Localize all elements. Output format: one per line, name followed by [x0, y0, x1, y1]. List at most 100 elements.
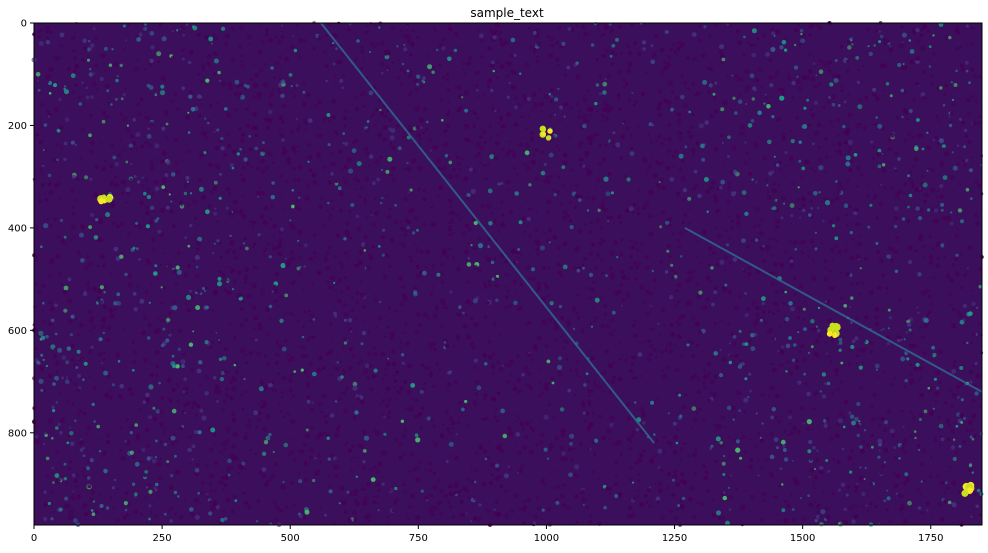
heatmap-speckle	[824, 300, 828, 303]
heatmap-speckle	[350, 308, 355, 313]
heatmap-speckle	[306, 399, 311, 404]
heatmap-speckle	[540, 518, 543, 521]
heatmap-speckle	[928, 294, 932, 299]
heatmap-speckle	[408, 255, 413, 259]
heatmap-speckle	[34, 259, 38, 263]
heatmap-speckle	[266, 361, 269, 364]
heatmap-speckle	[506, 290, 510, 294]
heatmap-speckle	[135, 132, 141, 137]
heatmap-speckle	[698, 407, 702, 412]
heatmap-speckle	[656, 105, 662, 111]
heatmap-speckle	[270, 474, 275, 479]
heatmap-speckle	[510, 509, 515, 514]
heatmap-speckle	[129, 391, 135, 397]
heatmap-speckle	[634, 277, 638, 281]
heatmap-speckle	[662, 435, 666, 439]
heatmap-speckle	[724, 229, 728, 232]
heatmap-speckle	[757, 67, 763, 73]
heatmap-speckle	[114, 97, 118, 101]
heatmap-speckle	[675, 320, 679, 325]
heatmap-speckle	[541, 320, 547, 325]
heatmap-speckle	[227, 473, 231, 477]
heatmap-speckle	[176, 289, 179, 292]
heatmap-speckle	[500, 213, 505, 217]
heatmap-speckle	[821, 372, 827, 377]
heatmap-speckle	[870, 140, 874, 144]
heatmap-speckle	[334, 432, 340, 438]
heatmap-speckle	[406, 389, 412, 395]
heatmap-speckle	[381, 72, 384, 75]
heatmap-speckle	[140, 144, 145, 149]
heatmap-speckle	[654, 214, 657, 218]
heatmap-speckle	[226, 430, 230, 434]
heatmap-speckle	[264, 117, 269, 122]
heatmap-speckle	[431, 513, 435, 517]
heatmap-speckle	[972, 364, 976, 368]
heatmap-speckle	[609, 422, 614, 427]
heatmap-speckle	[949, 120, 952, 124]
heatmap-speckle	[907, 205, 910, 209]
heatmap-speckle	[46, 217, 50, 221]
heatmap-speckle	[480, 127, 483, 130]
heatmap-speckle	[875, 368, 879, 371]
heatmap-speckle	[555, 500, 560, 505]
heatmap-speckle	[706, 488, 711, 493]
heatmap-speckle	[956, 227, 959, 230]
heatmap-speckle	[165, 338, 170, 343]
heatmap-speckle	[629, 369, 633, 373]
heatmap-speckle	[149, 121, 154, 126]
heatmap-speckle	[504, 40, 509, 46]
heatmap-speckle	[768, 75, 774, 81]
heatmap-speckle	[187, 447, 192, 453]
heatmap-speckle	[701, 157, 706, 162]
heatmap-speckle	[805, 426, 810, 431]
heatmap-speckle	[609, 28, 614, 33]
heatmap-speckle	[38, 199, 43, 204]
heatmap-speckle	[772, 236, 776, 240]
heatmap-speckle	[350, 469, 354, 473]
heatmap-speckle	[810, 77, 816, 83]
heatmap-speckle	[147, 187, 150, 191]
heatmap-speckle	[523, 510, 526, 513]
heatmap-speckle	[439, 489, 444, 494]
heatmap-speckle	[388, 127, 392, 132]
heatmap-speckle	[335, 474, 339, 478]
heatmap-speckle	[382, 113, 388, 119]
heatmap-speckle	[886, 489, 889, 492]
heatmap-speckle	[326, 280, 330, 285]
heatmap-speckle	[824, 506, 830, 511]
heatmap-speckle	[635, 248, 639, 252]
heatmap-speckle	[812, 445, 816, 450]
heatmap-speckle	[91, 324, 96, 330]
heatmap-speckle	[87, 261, 93, 267]
heatmap-speckle	[825, 417, 830, 421]
heatmap-speckle	[666, 244, 671, 249]
heatmap-speckle	[412, 467, 417, 472]
heatmap-speckle	[73, 382, 77, 386]
heatmap-speckle	[302, 103, 306, 108]
heatmap-speckle	[500, 181, 504, 185]
heatmap-speckle	[455, 86, 458, 89]
heatmap-speckle	[510, 69, 515, 74]
heatmap-speckle	[657, 89, 662, 94]
heatmap-speckle	[792, 240, 798, 246]
heatmap-speckle	[117, 360, 121, 363]
heatmap-speckle	[63, 141, 68, 146]
heatmap-speckle	[691, 269, 696, 274]
heatmap-speckle	[703, 385, 707, 390]
heatmap-speckle	[929, 475, 933, 479]
heatmap-speckle	[148, 504, 152, 508]
heatmap-speckle	[94, 164, 100, 170]
heatmap-speckle	[930, 302, 933, 306]
heatmap-speckle	[163, 109, 168, 114]
heatmap-speckle	[875, 242, 879, 245]
heatmap-speckle	[746, 89, 749, 93]
heatmap-speckle	[757, 110, 762, 116]
heatmap-speckle	[61, 355, 66, 360]
heatmap-speckle	[772, 135, 776, 138]
heatmap-speckle	[672, 334, 676, 338]
heatmap-speckle	[609, 139, 615, 145]
heatmap-speckle	[786, 360, 790, 364]
heatmap-speckle	[276, 343, 280, 347]
heatmap-speckle	[929, 456, 933, 459]
